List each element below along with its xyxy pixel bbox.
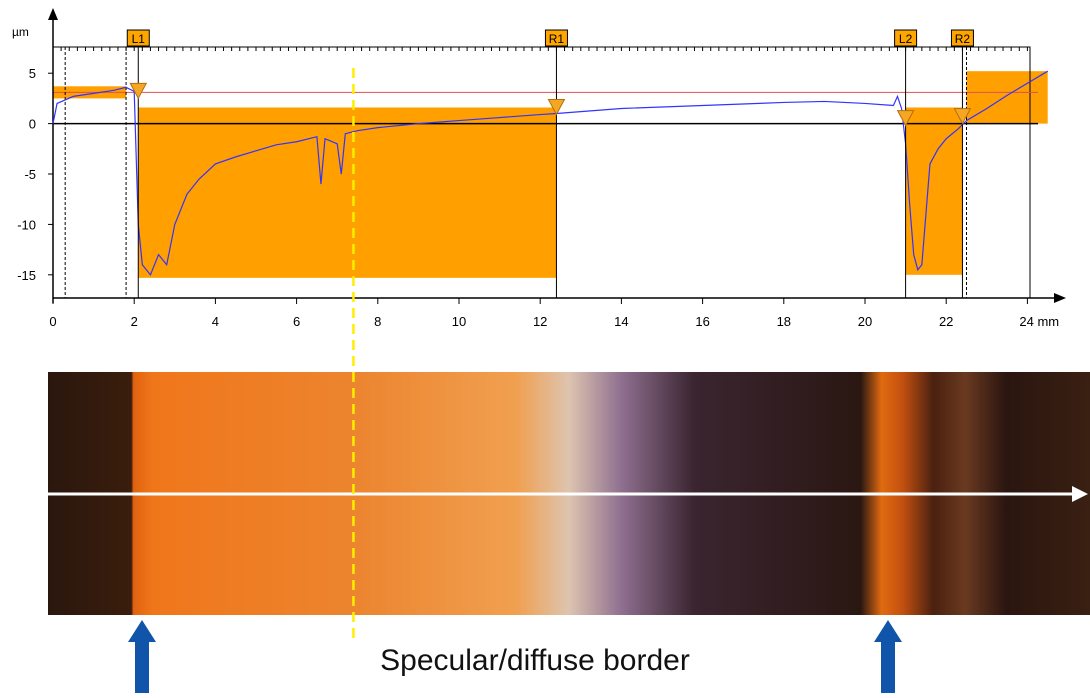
x-tick-label: 10 [452,314,466,329]
y-axis-head [48,8,58,20]
chart: µm 5 0 -5 -10 -15 0 2 4 6 8 10 12 14 16 18 20 22 24 mm L1 R1… [12,8,1066,329]
x-tick-label: 12 [533,314,547,329]
marker-tag [544,29,568,47]
marker-triangle [547,98,566,116]
region [138,107,557,278]
y-tick-label: -10 [17,217,36,232]
y-axis-label: µm [12,25,29,39]
x-tick-label: 8 [374,314,381,329]
region [905,107,963,275]
profile-line [52,70,1049,276]
x-tick-label: 14 [614,314,628,329]
position-arrows [128,620,902,693]
x-tick-label: 6 [293,314,300,329]
annotation: Specular/diffuse border [380,644,690,677]
x-axis-head [1054,293,1066,303]
x-tick-label: 18 [777,314,791,329]
y-tick-label: 0 [29,117,36,132]
scan-arrow-head [1072,486,1088,502]
x-tick-label: 2 [131,314,138,329]
x-tick-label: 20 [858,314,872,329]
marker-label: R1 [549,32,565,46]
marker-label: L1 [132,32,146,46]
marker-tag [126,29,150,47]
marker-triangle [896,110,915,127]
x-tick-label: 22 [939,314,953,329]
x-tick-label: 24 mm [1019,314,1059,329]
marker-label: L2 [899,32,913,46]
x-tick-label: 0 [49,314,56,329]
y-tick-label: -15 [17,268,36,283]
marker-triangle [129,82,148,100]
marker-tag [950,29,974,47]
marker-tag [894,29,918,47]
y-tick-label: -5 [24,167,36,182]
marker-triangle [953,108,972,125]
y-tick-label: 5 [29,66,36,81]
x-tick-label: 16 [695,314,709,329]
marker-label: R2 [955,32,971,46]
x-tick-label: 4 [212,314,219,329]
